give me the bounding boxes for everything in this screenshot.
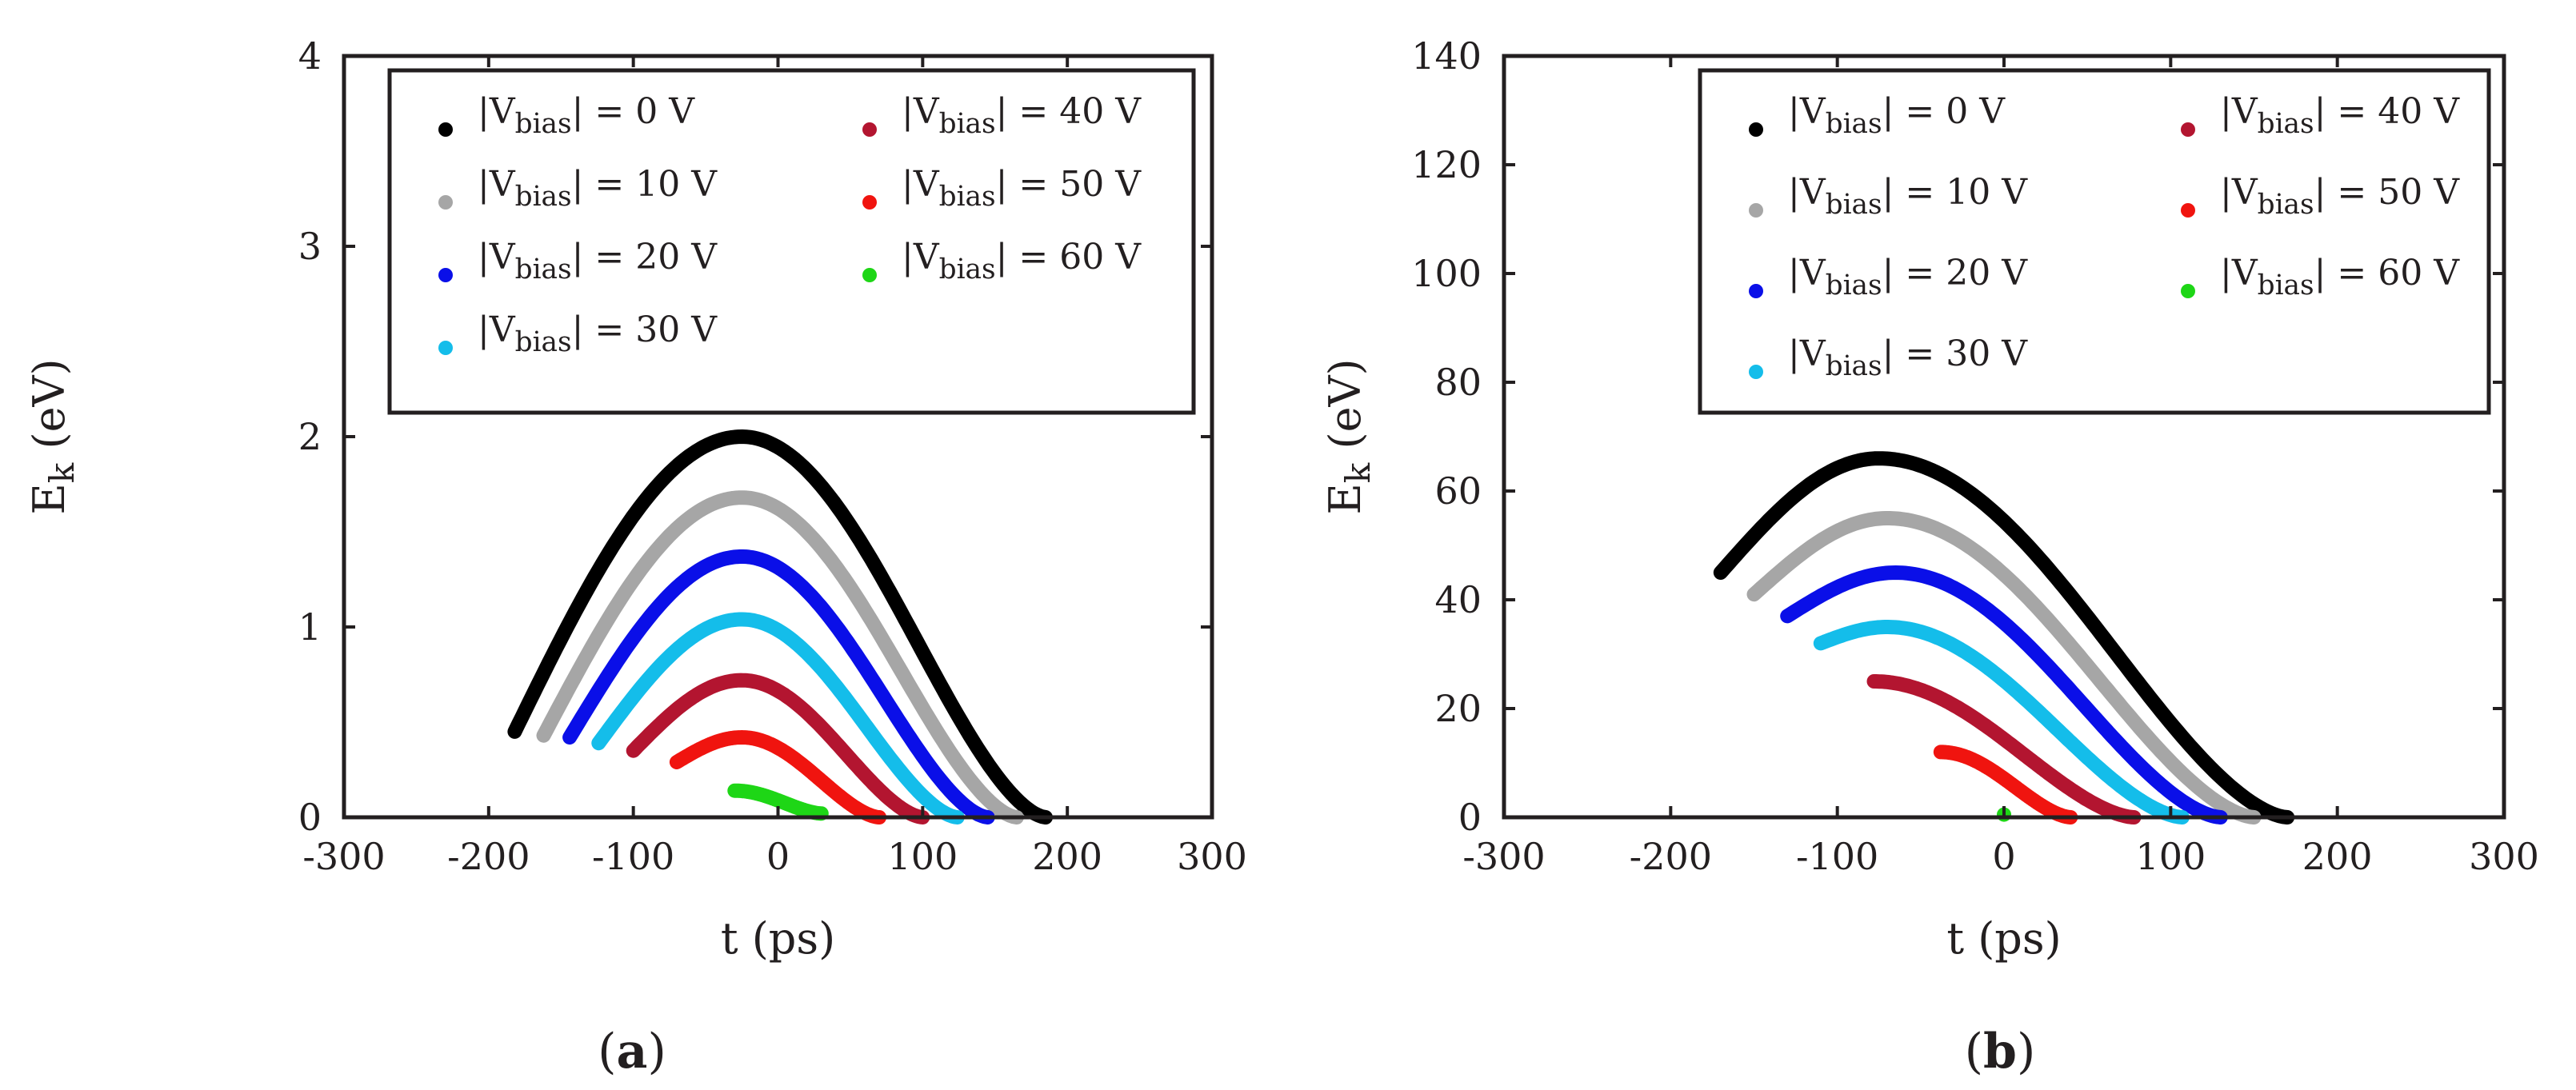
legend-marker-5 [862, 195, 877, 210]
x-tick-label: -300 [1462, 835, 1545, 878]
x-tick-label: -200 [1630, 835, 1712, 878]
y-tick-label: 20 [1434, 687, 1482, 730]
series-4-points [1866, 674, 2142, 824]
legend-label-1: |Vbias| = 10 V [478, 164, 718, 213]
y-tick-label: 0 [298, 796, 322, 839]
legend-label-4: |Vbias| = 40 V [902, 91, 1142, 140]
x-tick-label: -100 [1796, 835, 1878, 878]
panel-label: (b) [1965, 1024, 2036, 1080]
legend-label-0: |Vbias| = 0 V [478, 91, 695, 140]
panel-label: (a) [598, 1024, 666, 1080]
y-tick-label: 3 [298, 225, 322, 268]
series-5-points [1933, 745, 2078, 824]
x-tick-label: -200 [447, 835, 530, 878]
x-tick-label: 200 [1032, 835, 1102, 878]
legend: |Vbias| = 0 V |Vbias| = 10 V |Vbias| = 20 … [387, 68, 1196, 415]
legend-label-5: |Vbias| = 50 V [2220, 172, 2460, 221]
legend-marker-6 [862, 268, 877, 282]
series-0-points [507, 429, 1053, 824]
y-tick-label: 2 [298, 415, 322, 458]
y-tick-label: 1 [298, 605, 322, 649]
legend-label-5: |Vbias| = 50 V [902, 164, 1142, 213]
legend-label-2: |Vbias| = 20 V [478, 237, 718, 285]
legend-marker-3 [438, 341, 453, 355]
x-axis-label: t (ps) [721, 913, 835, 964]
x-tick-label: 300 [1177, 835, 1247, 878]
legend-label-1: |Vbias| = 10 V [1788, 172, 2028, 221]
x-tick-label: 0 [766, 835, 790, 878]
series-2-points [1780, 565, 2228, 824]
series-2-points [562, 549, 995, 824]
legend-marker-0 [1749, 122, 1763, 137]
legend-label-0: |Vbias| = 0 V [1788, 91, 2006, 140]
series-0-points [1713, 451, 2295, 824]
series-1-points [1746, 511, 2262, 824]
legend-marker-5 [2181, 203, 2195, 218]
legend-marker-4 [862, 122, 877, 137]
x-tick-label: 200 [2302, 835, 2373, 878]
legend: |Vbias| = 0 V |Vbias| = 10 V |Vbias| = 20 … [1698, 68, 2491, 415]
series-3-points [1813, 620, 2190, 824]
y-tick-label: 60 [1434, 469, 1482, 513]
series-6-points [727, 783, 829, 821]
data-points [507, 429, 1053, 824]
legend-box [1698, 68, 2491, 415]
x-tick-label: 300 [2469, 835, 2539, 878]
legend-marker-3 [1749, 365, 1763, 379]
y-axis-label: Ek (eV) [1320, 358, 1378, 514]
data-points [1713, 451, 2295, 824]
series-3-points [591, 612, 965, 824]
series-1-points [536, 490, 1024, 824]
x-axis-label: t (ps) [1946, 913, 2061, 964]
chart-panel-b: -300 -200 -100 0 100 200 300 0 20 40 60 80 100 120 140… [1320, 34, 2539, 1080]
legend-label-4: |Vbias| = 40 V [2220, 91, 2460, 140]
x-tick-label: 100 [887, 835, 958, 878]
legend-box [387, 68, 1196, 415]
legend-label-6: |Vbias| = 60 V [2220, 253, 2460, 301]
y-tick-label: 0 [1458, 796, 1482, 839]
legend-label-6: |Vbias| = 60 V [902, 237, 1142, 285]
legend-marker-2 [1749, 284, 1763, 298]
legend-label-3: |Vbias| = 30 V [1788, 333, 2028, 382]
series-4-points [626, 673, 930, 824]
y-tick-label: 100 [1411, 252, 1482, 295]
y-tick-label: 4 [298, 34, 322, 78]
legend-marker-1 [438, 195, 453, 210]
legend-marker-4 [2181, 122, 2195, 137]
legend-marker-0 [438, 122, 453, 137]
x-tick-label: 0 [1992, 835, 2015, 878]
legend-label-2: |Vbias| = 20 V [1788, 253, 2028, 301]
x-tick-label: 100 [2135, 835, 2206, 878]
chart-panel-a: -300 -200 -100 0 100 200 300 0 1 2 3 4 t (ps) Ek (eV)… [24, 34, 1247, 1080]
legend-marker-6 [2181, 284, 2195, 298]
y-axis-label: Ek (eV) [24, 358, 82, 514]
y-tick-label: 140 [1411, 34, 1482, 78]
legend-marker-1 [1749, 203, 1763, 218]
y-tick-label: 80 [1434, 361, 1482, 404]
y-tick-label: 120 [1411, 143, 1482, 186]
legend-label-3: |Vbias| = 30 V [478, 309, 718, 358]
y-axis-label-group: Ek (eV) [1320, 358, 1378, 514]
y-tick-label: 40 [1434, 578, 1482, 621]
series-5-points [669, 730, 887, 824]
x-tick-label: -300 [302, 835, 385, 878]
x-tick-label: -100 [592, 835, 674, 878]
legend-marker-2 [438, 268, 453, 282]
y-axis-label-group: Ek (eV) [24, 358, 82, 514]
